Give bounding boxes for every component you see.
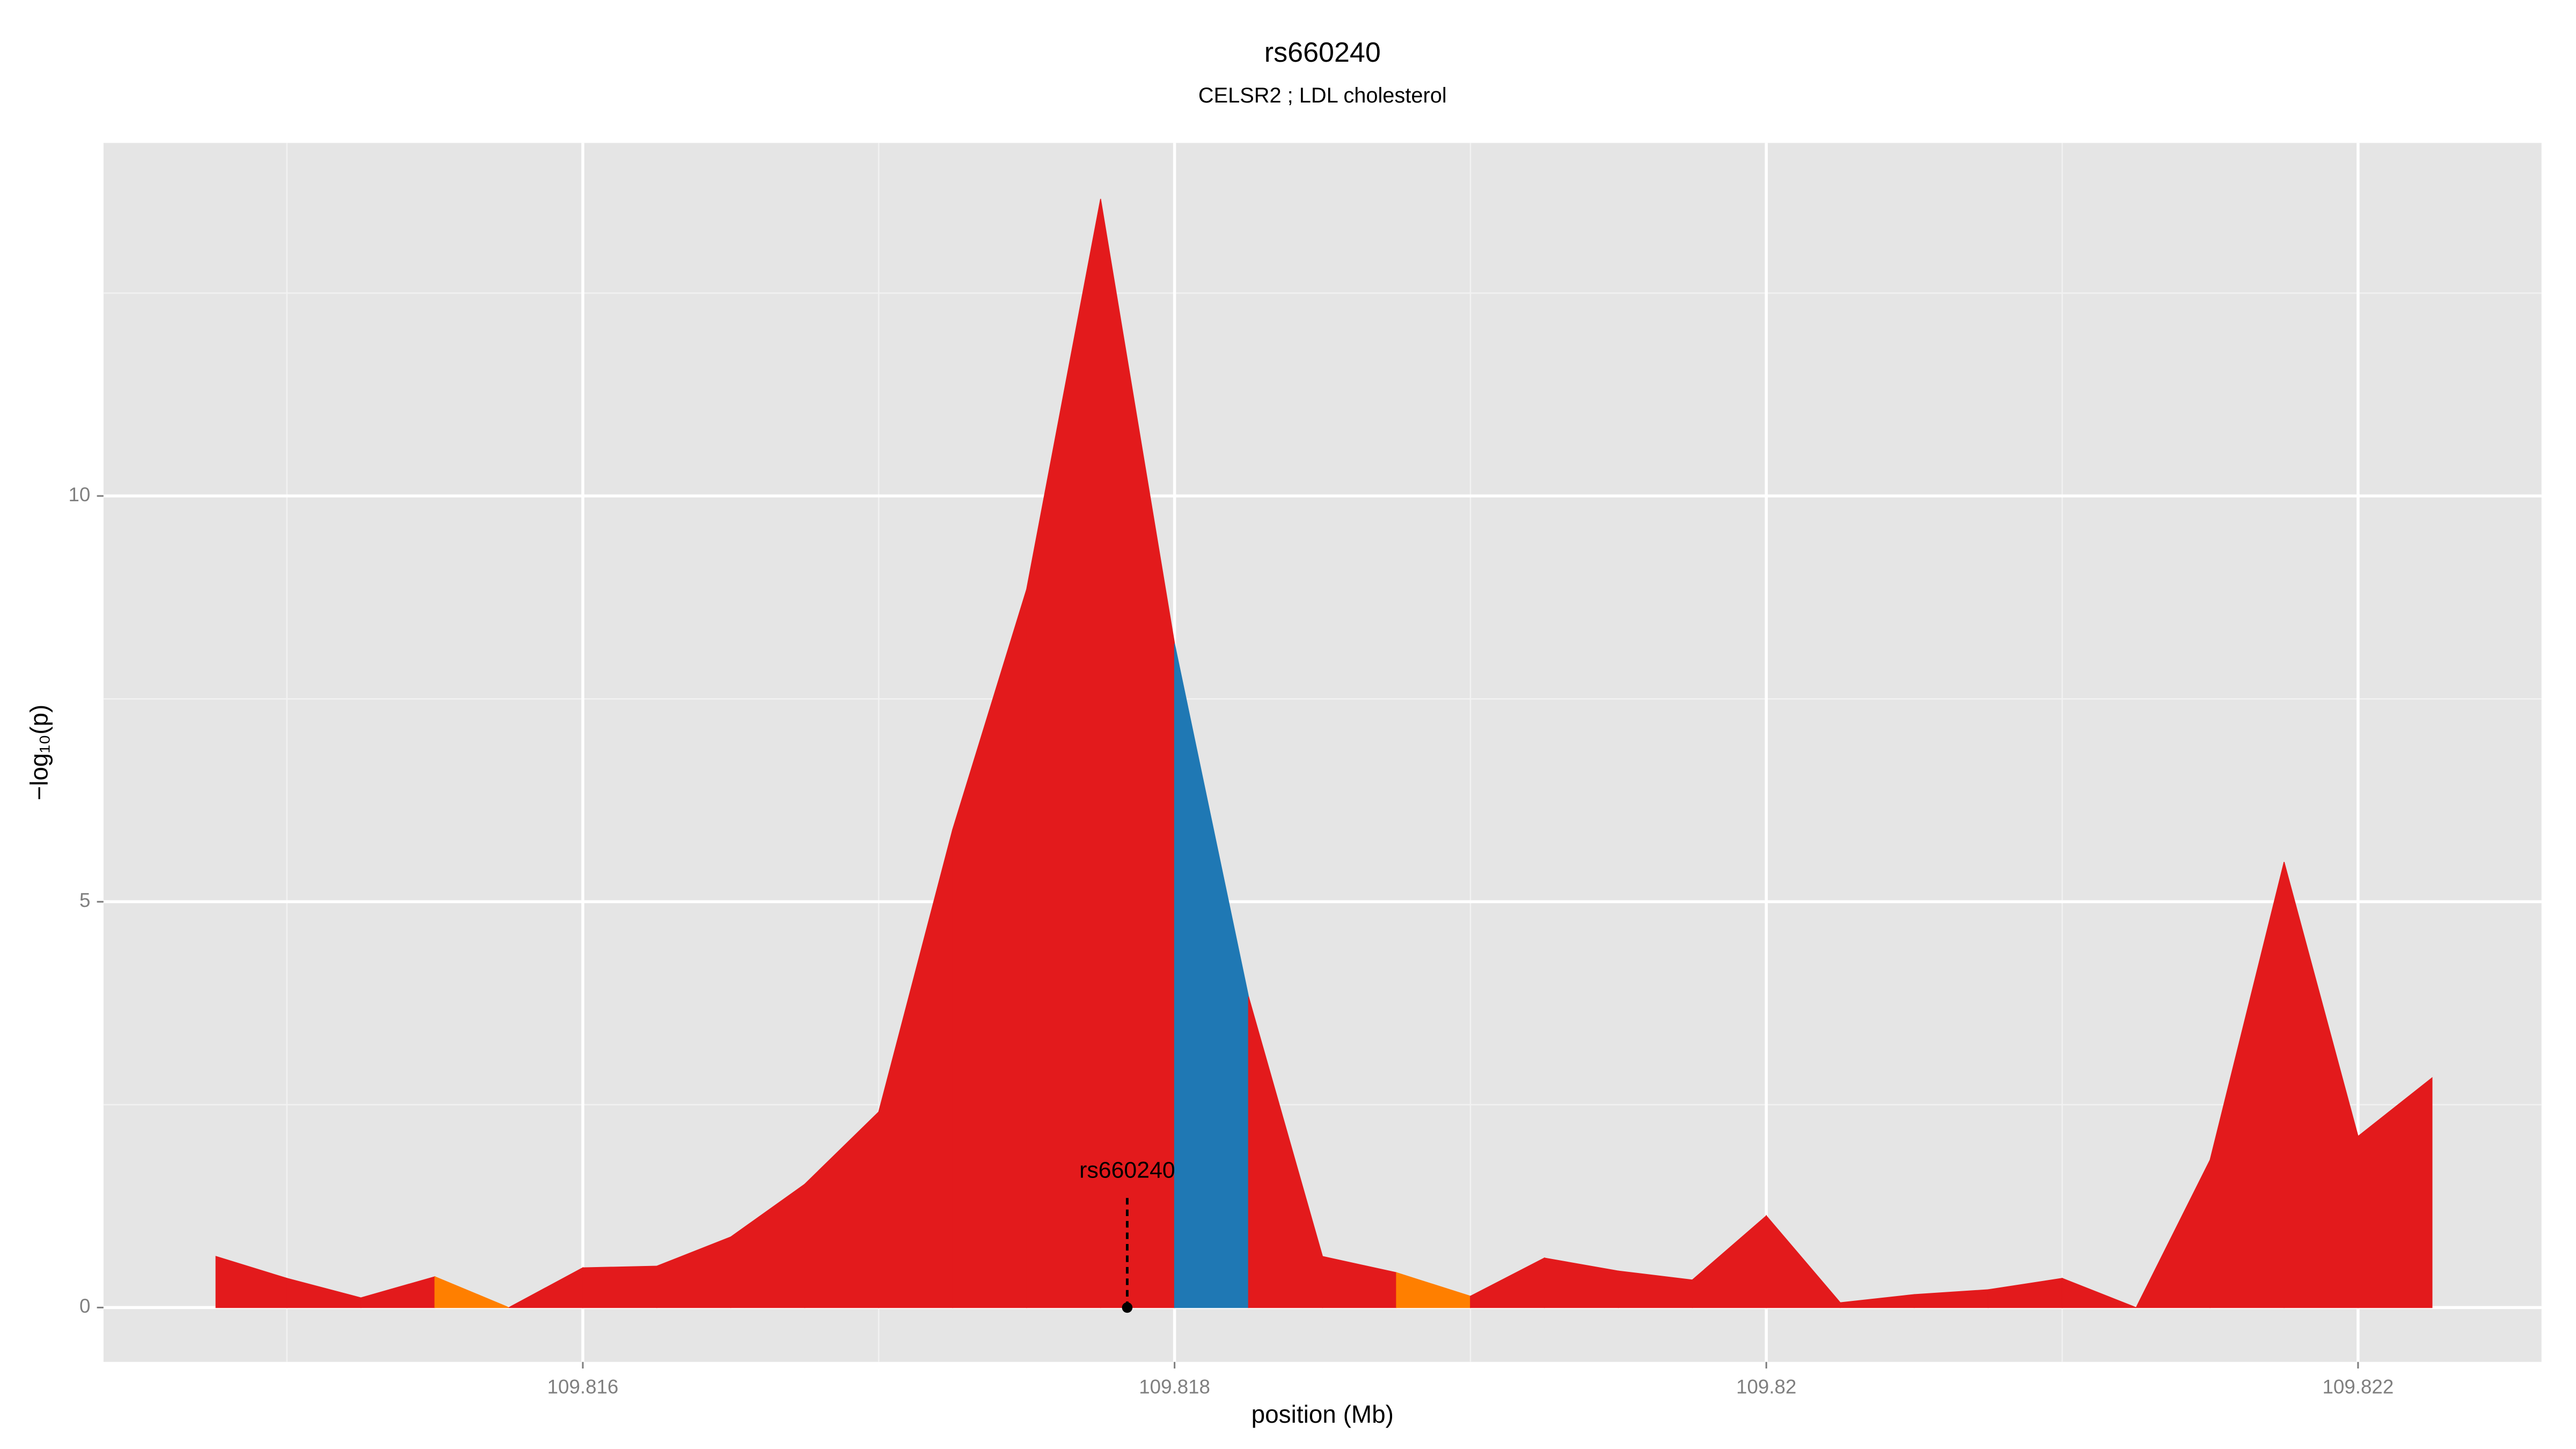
y-tick-label: 0	[79, 1295, 90, 1317]
y-tick-label: 5	[79, 889, 90, 911]
x-axis-label: position (Mb)	[1252, 1400, 1394, 1428]
x-tick-label: 109.818	[1139, 1375, 1210, 1397]
plot-panel	[103, 143, 2542, 1362]
chart-title: rs660240	[1264, 37, 1381, 68]
y-tick-label: 10	[69, 484, 91, 506]
area-segment	[2358, 1077, 2433, 1308]
y-axis-label: −log₁₀(p)	[25, 705, 53, 801]
x-tick-label: 109.822	[2323, 1375, 2394, 1397]
area-segment	[2061, 1277, 2136, 1308]
x-tick-label: 109.816	[547, 1375, 619, 1397]
chart-subtitle: CELSR2 ; LDL cholesterol	[1198, 84, 1447, 107]
annotation-point	[1122, 1302, 1133, 1313]
x-tick-label: 109.82	[1736, 1375, 1796, 1397]
area-segment	[434, 1276, 509, 1308]
annotation-label: rs660240	[1079, 1158, 1175, 1183]
area-segment	[582, 1265, 657, 1308]
